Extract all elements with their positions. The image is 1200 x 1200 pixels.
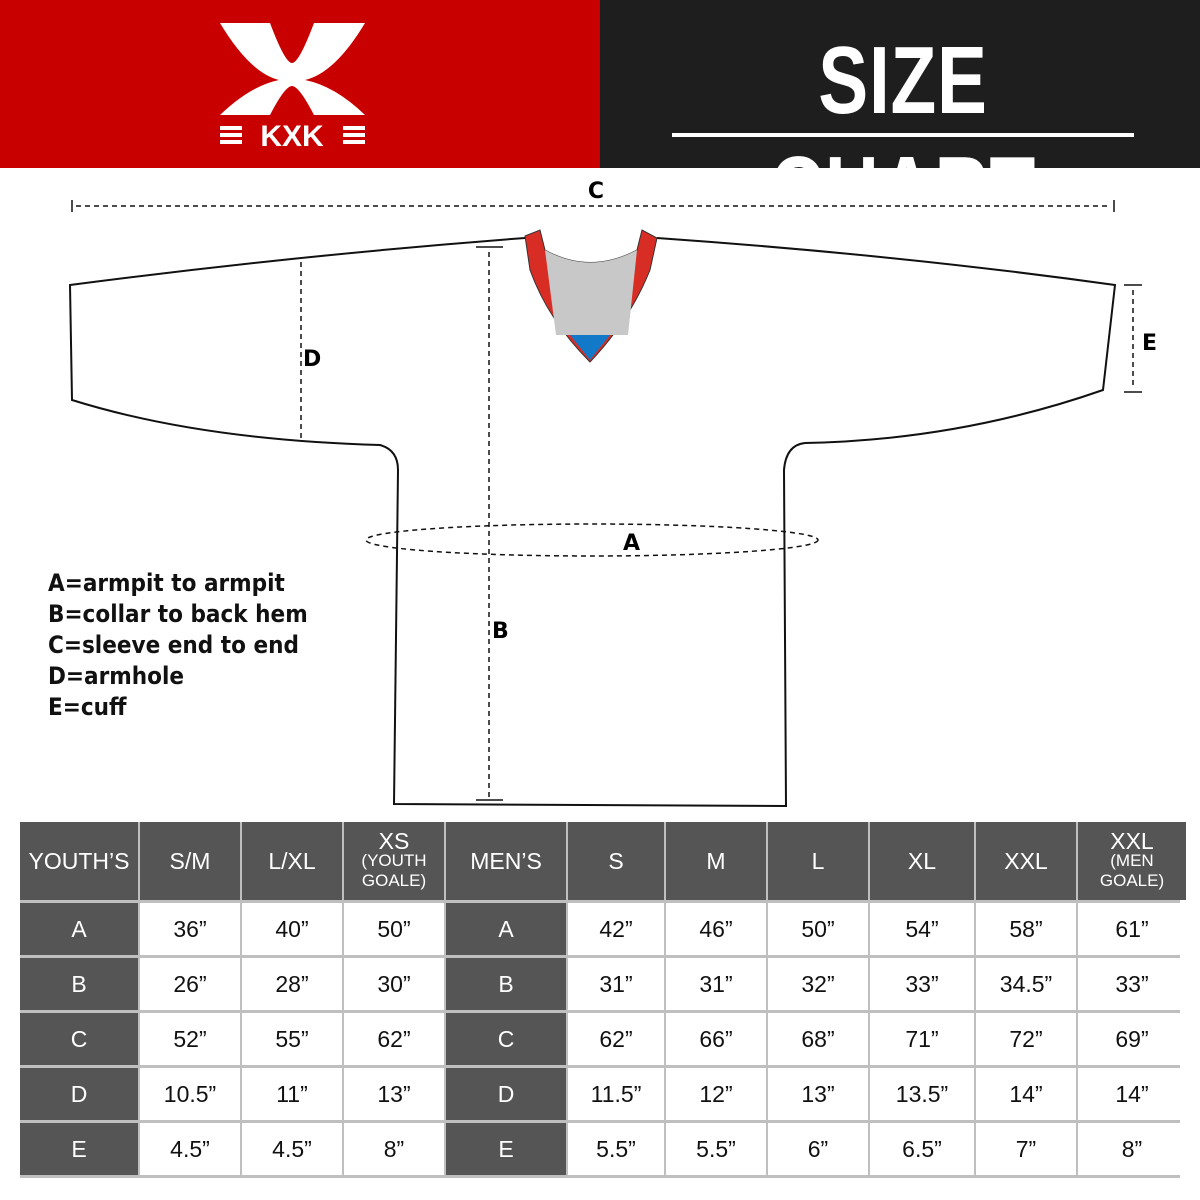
size-table: YOUTH’S S/M L/XL XS (YOUTH GOALE) MEN’S S M L XL XX… xyxy=(20,822,1186,1178)
label-c: C xyxy=(588,179,604,204)
row-label: E xyxy=(20,1123,138,1175)
label-e: E xyxy=(1142,331,1157,356)
row-label: D xyxy=(446,1068,566,1120)
table-cell: 71” xyxy=(870,1013,974,1065)
header-text: XXL xyxy=(1110,828,1154,854)
label-a: A xyxy=(623,531,640,556)
jersey-diagram: C D E A B xyxy=(68,179,1157,808)
table-cell: 7” xyxy=(976,1123,1076,1175)
table-cell: 40” xyxy=(242,903,342,955)
table-cell: 13” xyxy=(344,1068,444,1120)
legend-item: A=armpit to armpit xyxy=(48,569,285,597)
table-cell: 66” xyxy=(666,1013,766,1065)
table-cell: 11” xyxy=(242,1068,342,1120)
table-cell: 11.5” xyxy=(568,1068,664,1120)
table-cell: 62” xyxy=(568,1013,664,1065)
table-cell: 72” xyxy=(976,1013,1076,1065)
table-cell: 52” xyxy=(140,1013,240,1065)
table-cell: 31” xyxy=(568,958,664,1010)
men-header: MEN’S xyxy=(446,822,566,900)
size-header: XXL xyxy=(976,822,1076,900)
table-cell: 50” xyxy=(768,903,868,955)
header-title-panel xyxy=(600,0,1200,168)
table-cell: 50” xyxy=(344,903,444,955)
table-cell: 8” xyxy=(1078,1123,1186,1175)
table-cell: 4.5” xyxy=(140,1123,240,1175)
table-cell: 62” xyxy=(344,1013,444,1065)
legend-item: C=sleeve end to end xyxy=(48,631,299,659)
table-cell: 26” xyxy=(140,958,240,1010)
table-cell: 8” xyxy=(344,1123,444,1175)
header-text: (MEN xyxy=(1110,851,1154,870)
table-cell: 36” xyxy=(140,903,240,955)
table-cell: 13.5” xyxy=(870,1068,974,1120)
table-cell: 68” xyxy=(768,1013,868,1065)
table-cell: 13” xyxy=(768,1068,868,1120)
header-text: XS xyxy=(378,828,410,854)
row-label: A xyxy=(446,903,566,955)
header-text: (YOUTH xyxy=(361,851,427,870)
table-cell: 6” xyxy=(768,1123,868,1175)
size-header: L/XL xyxy=(242,822,342,900)
row-label: C xyxy=(20,1013,138,1065)
table-cell: 32” xyxy=(768,958,868,1010)
row-label: A xyxy=(20,903,138,955)
size-header: S/M xyxy=(140,822,240,900)
logo-text: KXK xyxy=(260,120,324,153)
header-text: GOALE) xyxy=(361,871,427,890)
page-title: SIZE CHART xyxy=(770,27,1036,244)
table-cell: 5.5” xyxy=(568,1123,664,1175)
table-cell: 12” xyxy=(666,1068,766,1120)
table-cell: 14” xyxy=(976,1068,1076,1120)
row-label: C xyxy=(446,1013,566,1065)
table-cell: 61” xyxy=(1078,903,1186,955)
size-header: M xyxy=(666,822,766,900)
jersey-outline xyxy=(68,237,1117,808)
table-cell: 54” xyxy=(870,903,974,955)
table-cell: 10.5” xyxy=(140,1068,240,1120)
legend-item: E=cuff xyxy=(48,693,127,721)
row-label: D xyxy=(20,1068,138,1120)
table-cell: 34.5” xyxy=(976,958,1076,1010)
table-cell: 42” xyxy=(568,903,664,955)
table-cell: 4.5” xyxy=(242,1123,342,1175)
table-cell: 33” xyxy=(1078,958,1186,1010)
size-header: XL xyxy=(870,822,974,900)
size-header: XS (YOUTH GOALE) xyxy=(344,822,444,900)
table-cell: 6.5” xyxy=(870,1123,974,1175)
size-header: S xyxy=(568,822,664,900)
table-cell: 14” xyxy=(1078,1068,1186,1120)
legend-item: D=armhole xyxy=(48,662,185,690)
table-cell: 33” xyxy=(870,958,974,1010)
row-label: E xyxy=(446,1123,566,1175)
table-cell: 30” xyxy=(344,958,444,1010)
table-cell: 55” xyxy=(242,1013,342,1065)
measurement-legend: A=armpit to armpit B=collar to back hem … xyxy=(48,568,308,723)
legend-item: B=collar to back hem xyxy=(48,600,308,628)
table-cell: 58” xyxy=(976,903,1076,955)
table-cell: 69” xyxy=(1078,1013,1186,1065)
table-cell: 5.5” xyxy=(666,1123,766,1175)
row-label: B xyxy=(446,958,566,1010)
label-d: D xyxy=(303,347,321,372)
title-underline xyxy=(672,133,1134,137)
youth-header: YOUTH’S xyxy=(20,822,138,900)
size-header: XXL (MEN GOALE) xyxy=(1078,822,1186,900)
size-header: L xyxy=(768,822,868,900)
header-text: GOALE) xyxy=(1099,871,1165,890)
table-cell: 46” xyxy=(666,903,766,955)
table-cell: 31” xyxy=(666,958,766,1010)
table-cell: 28” xyxy=(242,958,342,1010)
label-b: B xyxy=(492,619,509,644)
row-label: B xyxy=(20,958,138,1010)
kxk-logo: KXK xyxy=(220,23,365,153)
